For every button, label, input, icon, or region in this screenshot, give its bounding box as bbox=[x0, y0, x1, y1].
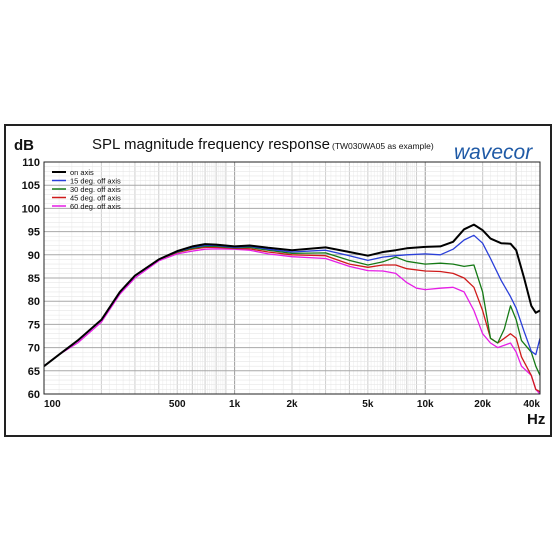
legend-label: on axis bbox=[70, 168, 94, 177]
y-tick-label: 110 bbox=[22, 157, 40, 169]
x-tick-label: 5k bbox=[362, 399, 374, 410]
y-axis-label: dB bbox=[14, 137, 34, 154]
x-tick-labels: 100 500 1k 2k 5k 10k 20k 40k bbox=[44, 399, 540, 410]
x-tick-label: 100 bbox=[44, 399, 61, 410]
chart-title: SPL magnitude frequency response bbox=[92, 136, 330, 153]
series-lines bbox=[43, 223, 541, 395]
x-axis-label: Hz bbox=[527, 411, 545, 428]
series-line bbox=[43, 223, 541, 367]
y-tick-label: 90 bbox=[28, 250, 40, 262]
chart-subtitle: (TW030WA05 as example) bbox=[332, 141, 434, 151]
y-tick-label: 95 bbox=[28, 227, 40, 239]
legend-label: 30 deg. off axis bbox=[70, 185, 121, 194]
brand-logo: wavecor bbox=[454, 141, 533, 164]
grid bbox=[43, 161, 541, 395]
x-tick-label: 2k bbox=[286, 399, 298, 410]
x-tick-label: 20k bbox=[474, 399, 491, 410]
chart-frame: on axis 15 deg. off axis 30 deg. off axis 4… bbox=[4, 124, 552, 437]
x-tick-label: 10k bbox=[417, 399, 434, 410]
x-tick-label: 1k bbox=[229, 399, 241, 410]
y-tick-label: 60 bbox=[28, 389, 40, 401]
y-tick-label: 70 bbox=[28, 343, 40, 355]
legend-label: 60 deg. off axis bbox=[70, 202, 121, 211]
legend-label: 45 deg. off axis bbox=[70, 194, 121, 203]
y-tick-label: 75 bbox=[28, 319, 40, 331]
x-tick-label: 500 bbox=[169, 399, 186, 410]
x-tick-label: 40k bbox=[523, 399, 540, 410]
y-tick-label: 80 bbox=[28, 296, 40, 308]
y-tick-labels: 60 65 70 75 80 85 90 95 100 105 110 bbox=[22, 157, 40, 401]
y-tick-label: 85 bbox=[28, 273, 40, 285]
legend-label: 15 deg. off axis bbox=[70, 177, 121, 186]
plot-border bbox=[43, 161, 541, 395]
y-tick-label: 105 bbox=[22, 180, 40, 192]
y-tick-label: 100 bbox=[22, 203, 40, 215]
series-line bbox=[43, 248, 541, 395]
y-tick-label: 65 bbox=[28, 366, 40, 378]
